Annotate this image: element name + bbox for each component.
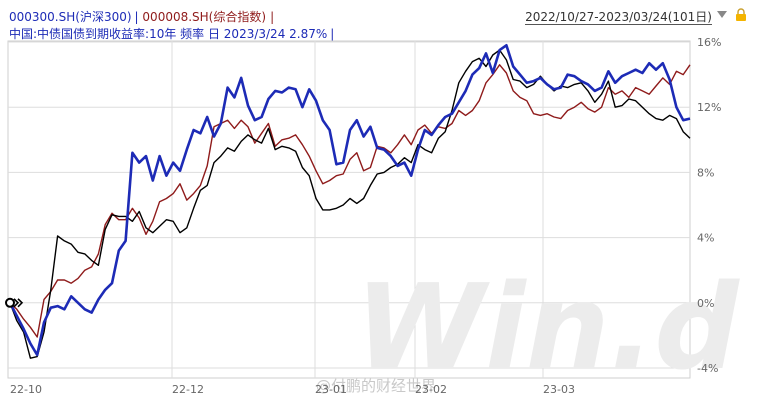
y-tick-label: -4% (697, 362, 718, 375)
x-tick-label: 22-12 (172, 383, 204, 396)
legend-divider-3: | (330, 27, 335, 41)
chart-grid (7, 40, 691, 379)
watermark-logo: Win.d (355, 258, 740, 396)
y-tick-label: 16% (697, 36, 721, 49)
series-line-2 (9, 64, 691, 338)
legend-divider: | (134, 10, 139, 24)
x-tick-label: 23-03 (543, 383, 575, 396)
y-tick-label: 0% (697, 297, 714, 310)
y-axis-labels: 16% 12% 8% 4% 0% -4% (697, 36, 721, 375)
start-marker-arrows (13, 298, 24, 308)
plot-frame (7, 40, 691, 379)
legend-series2[interactable]: 000008.SH(综合指数) (142, 10, 267, 24)
x-tick-label: 23-02 (415, 383, 447, 396)
start-marker (5, 297, 24, 308)
lock-icon[interactable] (735, 8, 747, 22)
weibo-watermark: @付鹏的财经世界 (316, 377, 436, 395)
y-tick-label: 8% (697, 166, 714, 179)
series-lines (8, 43, 691, 359)
chevron-down-icon[interactable] (717, 11, 727, 18)
start-marker-circle (5, 297, 15, 308)
watermark-layer: Win.d@付鹏的财经世界 (316, 258, 740, 396)
series-line-1 (8, 43, 691, 357)
series-legend-row: 000300.SH(沪深300) | 000008.SH(综合指数) | (9, 8, 278, 25)
legend-series3-label: 中国:中债国债到期收益率:10年 频率 日 2023/3/24 2.87% (9, 27, 328, 41)
y-tick-label: 4% (697, 232, 714, 245)
legend-divider-2: | (270, 10, 275, 24)
y-tick-label: 12% (697, 101, 721, 114)
chart-header: 000300.SH(沪深300) | 000008.SH(综合指数) | 中国:中债… (0, 0, 758, 42)
date-range-selector[interactable]: 2022/10/27-2023/03/24(101日) (525, 8, 712, 25)
x-axis-labels: 22-10 22-12 23-01 23-02 23-03 (10, 383, 575, 396)
series-line-3 (9, 49, 691, 359)
legend-series3[interactable]: 中国:中债国债到期收益率:10年 频率 日 2023/3/24 2.87% | (9, 25, 334, 42)
date-range-text: 2022/10/27-2023/03/24(101日) (525, 10, 712, 25)
x-tick-label: 23-01 (315, 383, 347, 396)
x-tick-label: 22-10 (10, 383, 42, 396)
legend-series1[interactable]: 000300.SH(沪深300) (9, 10, 132, 24)
